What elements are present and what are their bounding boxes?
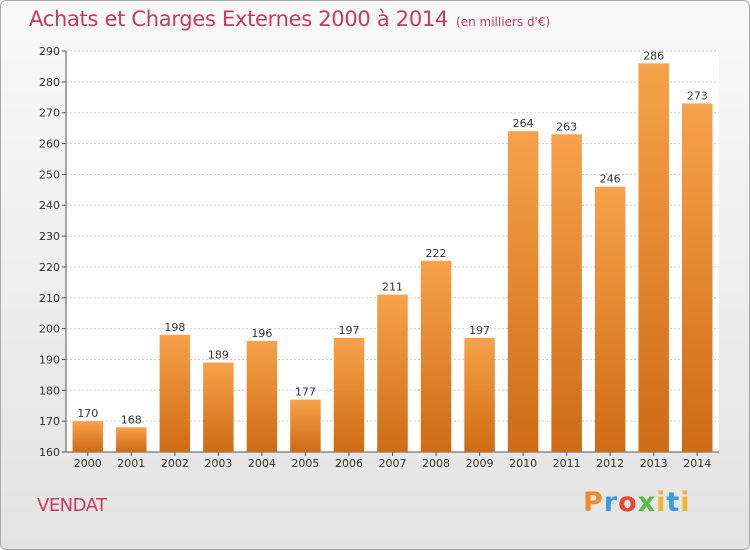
y-tick-label: 280 bbox=[39, 76, 60, 89]
data-label: 197 bbox=[338, 324, 359, 337]
data-label: 264 bbox=[513, 117, 534, 130]
y-tick-label: 180 bbox=[39, 384, 60, 397]
data-label: 263 bbox=[556, 120, 577, 133]
bar bbox=[377, 294, 408, 452]
bar bbox=[551, 134, 582, 453]
data-label: 170 bbox=[77, 407, 98, 420]
y-tick-label: 230 bbox=[39, 230, 60, 243]
data-label: 211 bbox=[382, 281, 403, 294]
data-label: 222 bbox=[426, 247, 447, 260]
bar bbox=[681, 103, 713, 452]
bar bbox=[594, 186, 626, 452]
y-tick-label: 200 bbox=[39, 323, 60, 336]
y-tick-label: 260 bbox=[39, 138, 60, 151]
y-tick-label: 270 bbox=[39, 107, 60, 120]
bar bbox=[333, 337, 365, 452]
bar bbox=[246, 340, 278, 452]
data-label: 177 bbox=[295, 386, 316, 399]
bar bbox=[290, 399, 321, 452]
chart-title: Achats et Charges Externes 2000 à 2014 (e… bbox=[29, 7, 550, 31]
bar bbox=[507, 131, 539, 452]
x-tick-label: 2014 bbox=[683, 457, 711, 470]
y-tick-label: 250 bbox=[39, 168, 60, 181]
bar bbox=[159, 334, 191, 452]
data-label: 197 bbox=[469, 324, 490, 337]
data-label: 286 bbox=[643, 49, 664, 62]
title-text: Achats et Charges Externes 2000 à 2014 bbox=[29, 7, 449, 31]
y-tick-label: 190 bbox=[39, 353, 60, 366]
x-tick-label: 2004 bbox=[248, 457, 276, 470]
x-tick-label: 2000 bbox=[74, 457, 102, 470]
x-tick-label: 2005 bbox=[291, 457, 319, 470]
town-name: VENDAT bbox=[37, 495, 107, 516]
x-tick-label: 2012 bbox=[596, 457, 624, 470]
x-tick-label: 2006 bbox=[335, 457, 363, 470]
x-tick-label: 2007 bbox=[379, 457, 407, 470]
data-label: 198 bbox=[164, 321, 185, 334]
bar bbox=[638, 63, 669, 452]
y-tick-label: 290 bbox=[39, 45, 60, 58]
data-label: 273 bbox=[687, 89, 708, 102]
x-tick-label: 2008 bbox=[422, 457, 450, 470]
x-tick-label: 2002 bbox=[161, 457, 189, 470]
bar bbox=[116, 427, 147, 452]
bar bbox=[420, 260, 452, 452]
bar bbox=[464, 337, 495, 452]
bar bbox=[72, 421, 104, 452]
x-tick-label: 2011 bbox=[553, 457, 581, 470]
data-label: 189 bbox=[208, 349, 229, 362]
y-tick-label: 240 bbox=[39, 199, 60, 212]
data-label: 168 bbox=[121, 413, 142, 426]
x-tick-label: 2010 bbox=[509, 457, 537, 470]
x-tick-label: 2003 bbox=[204, 457, 232, 470]
x-tick-label: 2001 bbox=[117, 457, 145, 470]
data-label: 196 bbox=[251, 327, 272, 340]
y-tick-label: 170 bbox=[39, 415, 60, 428]
chart-subtitle: (en milliers d'€) bbox=[456, 15, 551, 29]
y-tick-label: 160 bbox=[39, 446, 60, 459]
y-tick-label: 220 bbox=[39, 261, 60, 274]
y-tick-label: 210 bbox=[39, 292, 60, 305]
bar bbox=[203, 362, 234, 452]
x-tick-label: 2013 bbox=[640, 457, 668, 470]
proxiti-logo: Proxiti bbox=[583, 487, 691, 518]
data-label: 246 bbox=[600, 173, 621, 186]
x-tick-label: 2009 bbox=[466, 457, 494, 470]
